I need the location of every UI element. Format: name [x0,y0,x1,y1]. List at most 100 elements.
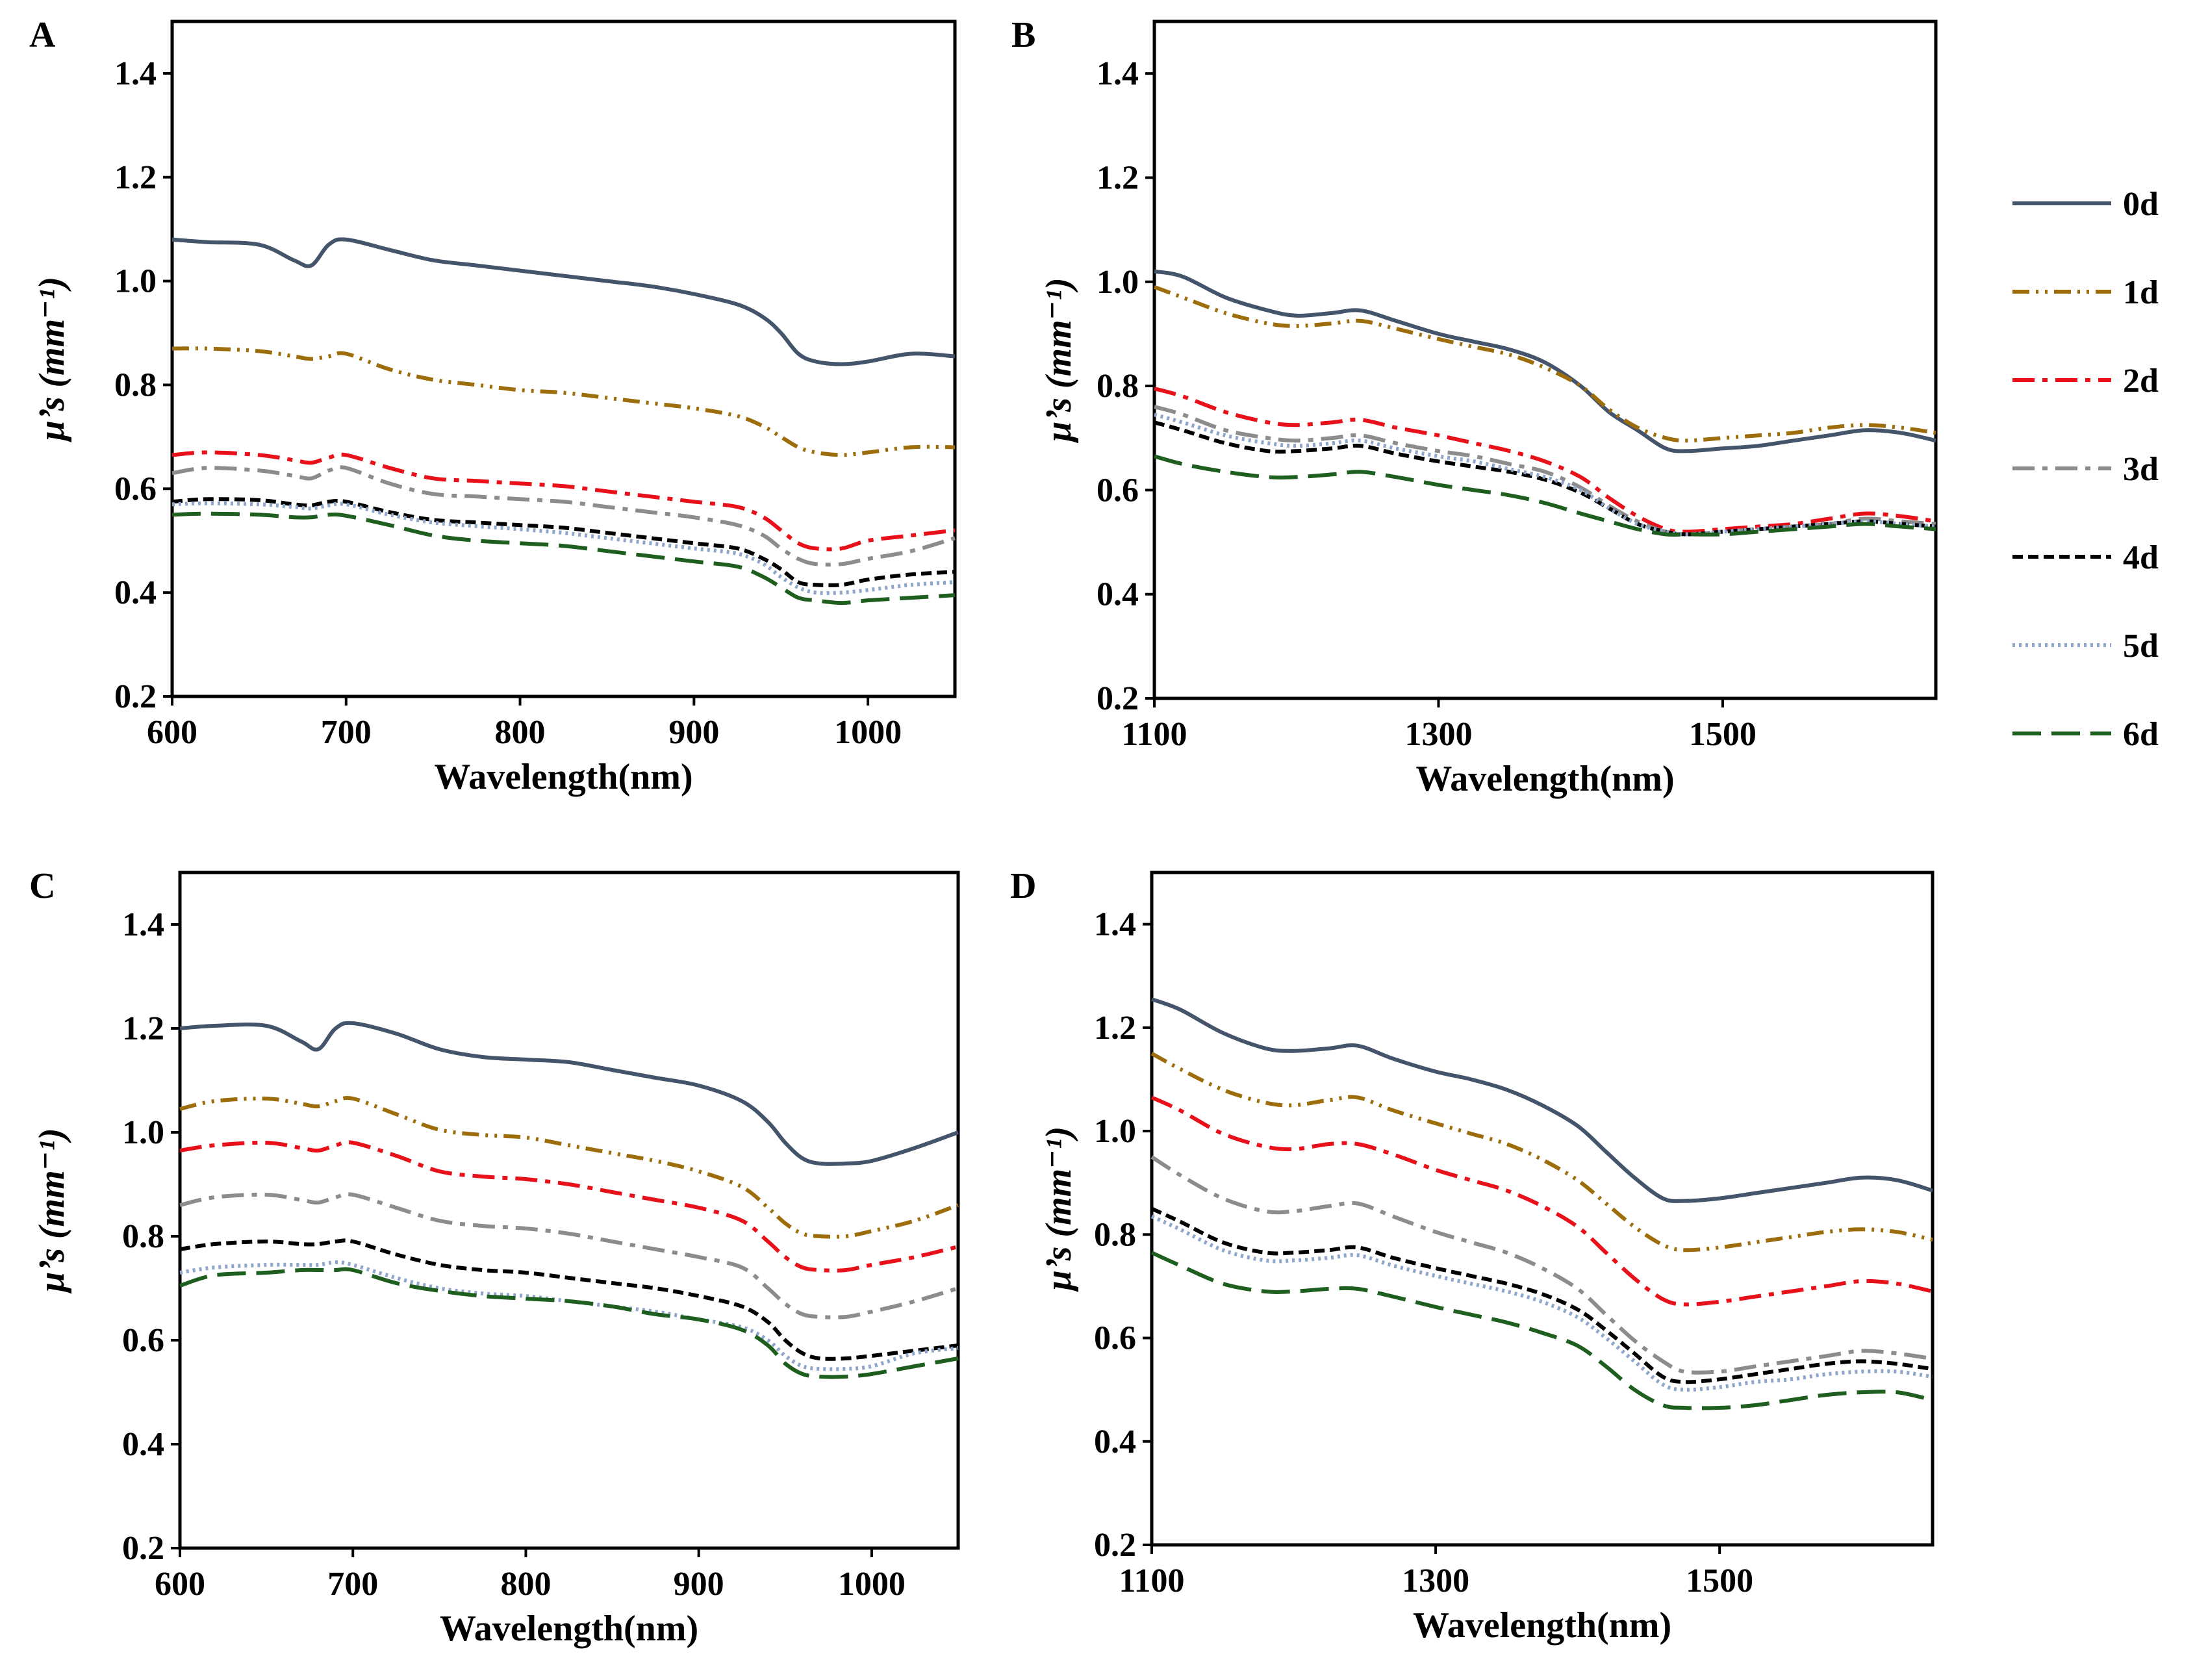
legend-label-1d: 1d [2123,274,2159,311]
series-line-3d [1150,1155,1933,1375]
panel-letter: D [1010,866,1036,906]
y-tick-label: 0.8 [1094,1216,1136,1253]
legend-label-6d: 6d [2123,716,2159,753]
y-tick-label: 0.8 [1097,368,1139,405]
y-tick-label: 1.2 [1094,1010,1136,1047]
series-line-5d [1150,1214,1933,1392]
series-line-1d [1153,285,1936,443]
series-line-2d [179,1140,959,1273]
series-line-0d [179,1021,959,1166]
legend-label-5d: 5d [2123,628,2159,665]
panel-b: B 0.2 0.4 0.6 0.8 1.0 1.2 1.4 1100 1300 1500 Wavele… [1011,15,1938,799]
x-tick-label: 800 [495,714,546,751]
x-tick-label: 1300 [1402,1562,1469,1599]
y-tick-label: 0.8 [122,1218,164,1255]
y-tick-label: 0.2 [114,678,157,715]
y-tick-label: 1.0 [114,263,157,300]
x-tick-label: 700 [327,1566,378,1603]
panel-a: A 0.2 0.4 0.6 0.8 1.0 1.2 1.4 600 700 800 900 1000 Wa… [29,15,957,797]
series-line-6d [1154,454,1936,537]
y-tick-label: 1.4 [114,55,157,92]
y-tick-label: 1.0 [1097,264,1139,301]
series-line-5d [1154,413,1936,537]
legend-label-4d: 4d [2123,539,2159,576]
x-tick-label: 1500 [1686,1562,1753,1599]
y-tick-label: 0.6 [122,1322,164,1359]
y-tick-label: 1.2 [114,159,157,196]
x-tick-label: 900 [674,1566,724,1603]
y-tick-label: 1.0 [122,1114,164,1151]
y-tick-label: 0.2 [122,1530,164,1567]
panel-letter: C [29,866,55,906]
panel-c: C 0.2 0.4 0.6 0.8 1.0 1.2 1.4 600 700 800 900 1000 Wa… [29,866,960,1649]
x-axis-label: Wavelength(nm) [434,757,692,797]
legend-label-3d: 3d [2123,451,2159,488]
y-axis-label: µ’s (mm⁻¹) [32,1128,72,1293]
series-line-0d [1150,997,1933,1203]
x-tick-label: 700 [321,714,372,751]
x-tick-label: 1500 [1689,716,1757,753]
series-line-1d [171,346,956,457]
y-tick-label: 1.4 [122,906,164,943]
series-line-4d [1150,1206,1933,1384]
panel-d: D 0.2 0.4 0.6 0.8 1.0 1.2 1.4 1100 1300 1500 Wavele… [1010,866,1935,1646]
y-axis-label: µ’s (mm⁻¹) [32,277,72,442]
x-tick-label: 600 [147,714,197,751]
series-line-1d [1150,1052,1933,1253]
y-tick-label: 1.2 [1097,159,1139,196]
x-axis-label: Wavelength(nm) [440,1609,698,1649]
legend: 0d 1d 2d 3d 4d 5d 6d [2012,186,2159,753]
series-line-6d [179,1267,959,1379]
y-axis-label: µ’s (mm⁻¹) [1039,277,1079,443]
x-axis-label: Wavelength(nm) [1413,1605,1671,1646]
y-tick-label: 0.4 [122,1426,164,1463]
series-line-4d [171,497,956,587]
y-tick-label: 0.2 [1097,680,1139,717]
x-tick-label: 1100 [1119,1562,1184,1599]
x-tick-label: 1000 [838,1566,906,1603]
series-line-4d [1154,420,1936,537]
series-line-1d [179,1095,959,1239]
y-tick-label: 0.6 [114,470,157,507]
series-line-3d [179,1192,959,1319]
y-tick-label: 0.6 [1094,1320,1136,1357]
y-tick-label: 0.4 [114,574,157,611]
y-tick-label: 0.8 [114,366,157,403]
x-tick-label: 600 [155,1566,205,1603]
plot-frame [1152,19,1938,700]
series-line-6d [171,511,956,605]
y-tick-label: 1.0 [1094,1113,1136,1150]
y-tick-label: 0.4 [1097,576,1139,613]
series-line-2d [171,450,956,552]
series-line-0d [1154,269,1936,453]
series-line-0d [171,237,956,366]
legend-label-2d: 2d [2123,363,2159,400]
series-line-2d [1154,387,1936,534]
y-tick-label: 1.4 [1097,55,1139,92]
x-tick-label: 1100 [1121,716,1187,753]
plot-frame [170,19,957,698]
plot-frame [178,871,960,1550]
series-line-6d [1150,1251,1933,1410]
y-tick-label: 1.4 [1094,906,1136,943]
y-tick-label: 0.6 [1097,472,1139,509]
panel-letter: B [1011,15,1035,55]
series-line-4d [179,1238,959,1361]
series-line-3d [1154,405,1936,537]
series-line-3d [171,465,956,567]
panel-letter: A [29,15,56,55]
x-tick-label: 1000 [834,714,902,751]
plot-frame [1150,871,1935,1547]
y-tick-label: 1.2 [122,1010,164,1047]
y-tick-label: 0.4 [1094,1423,1136,1460]
x-axis-label: Wavelength(nm) [1415,759,1674,799]
y-tick-label: 0.2 [1094,1527,1136,1564]
legend-label-0d: 0d [2123,186,2159,223]
series-line-2d [1150,1095,1933,1306]
x-tick-label: 1300 [1404,716,1472,753]
y-axis-label: µ’s (mm⁻¹) [1039,1126,1079,1292]
series-line-5d [179,1260,959,1371]
x-tick-label: 900 [668,714,719,751]
x-tick-label: 800 [500,1566,551,1603]
